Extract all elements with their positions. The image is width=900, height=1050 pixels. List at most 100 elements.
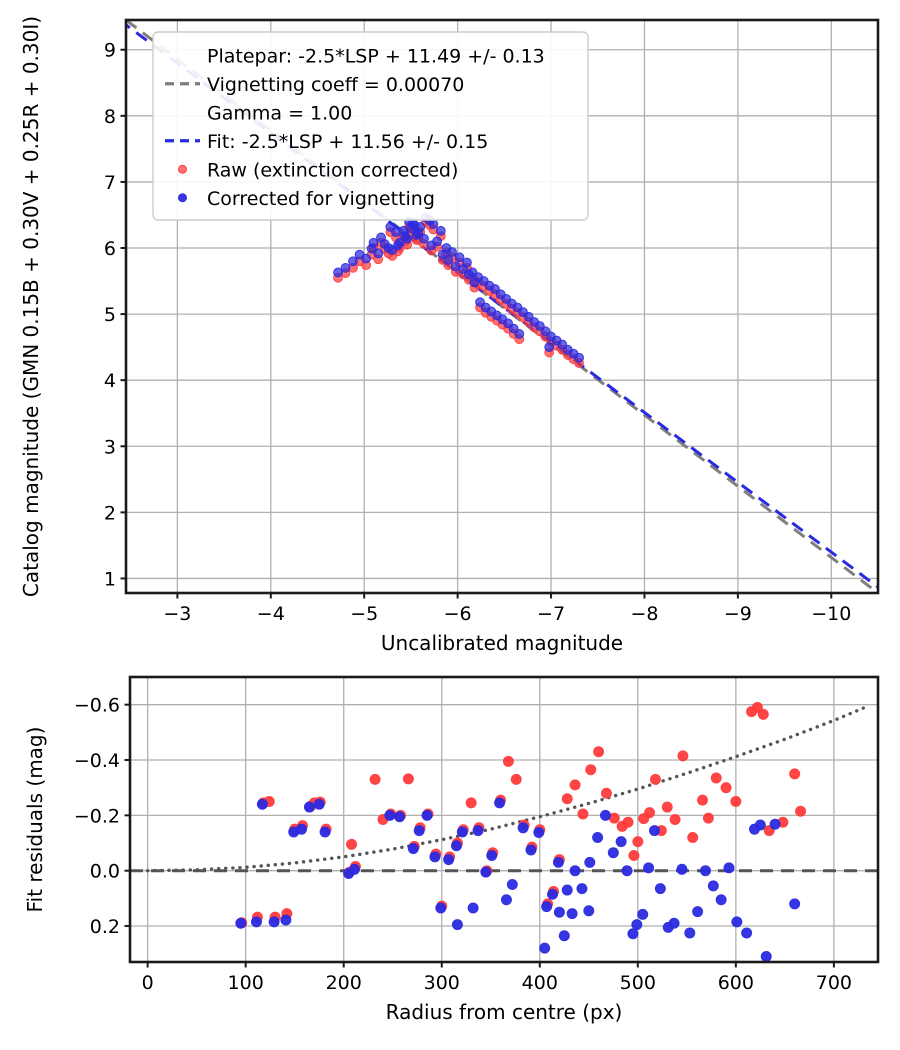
data-point — [454, 252, 465, 263]
x-axis-label: Radius from centre (px) — [386, 1000, 623, 1024]
data-point — [585, 764, 597, 776]
y-axis-label: Catalog magnitude (GMN 0.15B + 0.30V + 0… — [19, 16, 43, 597]
data-point — [541, 901, 553, 913]
data-point — [547, 888, 559, 900]
data-point — [723, 862, 735, 874]
ytick-label: 0.2 — [90, 916, 120, 938]
panel-fit-residuals: 0 100 200 300 400 500 600 700 0.2 0.0 −0.2 −0.4 −0.6… — [23, 675, 880, 1024]
data-point — [715, 894, 727, 906]
data-point — [437, 249, 448, 260]
data-point — [369, 773, 381, 785]
data-point — [544, 342, 555, 353]
data-point — [407, 843, 419, 855]
data-point — [757, 708, 769, 720]
data-point — [687, 831, 699, 843]
data-point — [622, 816, 634, 828]
xtick-label: 700 — [816, 972, 852, 994]
data-point — [480, 866, 492, 878]
data-point — [506, 879, 518, 891]
data-point — [450, 840, 462, 852]
legend: Platepar: -2.5*LSP + 11.49 +/- 0.13 Vigne… — [152, 31, 589, 221]
data-point — [577, 808, 589, 820]
data-point — [676, 863, 688, 875]
data-point — [654, 883, 666, 895]
data-point — [525, 844, 537, 856]
xtick-label: −4 — [257, 603, 285, 625]
data-point — [280, 914, 292, 926]
data-point — [649, 773, 661, 785]
data-point — [348, 256, 358, 267]
ytick-label: −0.6 — [74, 695, 120, 717]
data-point — [552, 856, 564, 868]
data-point — [731, 916, 743, 928]
legend-marker-corrected-dot — [178, 193, 187, 203]
data-point — [741, 927, 753, 939]
data-point — [539, 942, 551, 954]
data-point — [447, 247, 457, 257]
data-point — [569, 865, 581, 877]
ytick-label: 8 — [104, 106, 116, 128]
y-axis-label: Fit residuals (mag) — [23, 727, 47, 913]
data-point — [607, 847, 619, 859]
data-point — [456, 826, 468, 838]
data-point — [303, 801, 315, 813]
data-point — [702, 812, 714, 824]
data-point — [637, 908, 649, 920]
data-point — [235, 917, 247, 929]
data-point — [627, 928, 639, 940]
data-point — [451, 919, 463, 931]
ytick-label: 9 — [104, 40, 116, 62]
data-point — [699, 865, 711, 877]
ytick-label: −0.2 — [74, 805, 120, 827]
data-point — [435, 225, 446, 236]
data-point — [467, 902, 479, 914]
data-point — [553, 906, 565, 918]
data-point — [475, 297, 485, 308]
xtick-label: 400 — [522, 972, 558, 994]
ytick-label: 4 — [104, 370, 116, 392]
data-point — [751, 701, 763, 713]
data-point — [600, 787, 612, 799]
series-corrected-for-vignetting — [235, 797, 801, 962]
data-point — [435, 902, 447, 914]
data-point — [385, 221, 396, 232]
data-point — [256, 798, 268, 810]
data-point — [428, 219, 439, 230]
data-point — [368, 237, 379, 248]
data-point — [268, 916, 280, 928]
legend-label-4: Fit: -2.5*LSP + 11.56 +/- 0.15 — [207, 131, 488, 153]
data-point — [754, 819, 766, 831]
data-point — [720, 782, 732, 794]
legend-label-5: Raw (extinction corrected) — [207, 159, 458, 181]
ytick-label: 0.0 — [90, 861, 120, 883]
xtick-label: 500 — [620, 972, 656, 994]
ytick-label: 2 — [104, 502, 116, 524]
legend-label-3: Gamma = 1.00 — [207, 102, 352, 124]
xtick-label: 600 — [718, 972, 754, 994]
data-point — [576, 883, 588, 895]
ytick-label: 5 — [104, 304, 116, 326]
legend-label-1: Platepar: -2.5*LSP + 11.49 +/- 0.13 — [207, 45, 545, 67]
data-point — [795, 805, 807, 817]
data-point — [631, 919, 643, 931]
data-point — [599, 809, 611, 821]
data-point — [394, 811, 406, 823]
ytick-label: 6 — [104, 238, 116, 260]
data-point — [558, 930, 570, 942]
data-point — [373, 248, 384, 259]
data-point — [376, 232, 386, 243]
data-point — [383, 243, 394, 253]
data-point — [463, 269, 474, 280]
data-point — [669, 814, 681, 825]
xtick-label: 200 — [326, 972, 362, 994]
data-point — [429, 851, 441, 863]
ytick-label: 1 — [104, 568, 116, 590]
ytick-label: −0.4 — [74, 750, 120, 772]
axes-spines — [124, 18, 880, 595]
data-point — [789, 898, 801, 910]
ytick-label: 7 — [104, 172, 116, 194]
axes-spines — [128, 675, 880, 964]
data-point — [760, 950, 772, 962]
data-point — [510, 773, 522, 785]
data-point — [384, 809, 396, 821]
